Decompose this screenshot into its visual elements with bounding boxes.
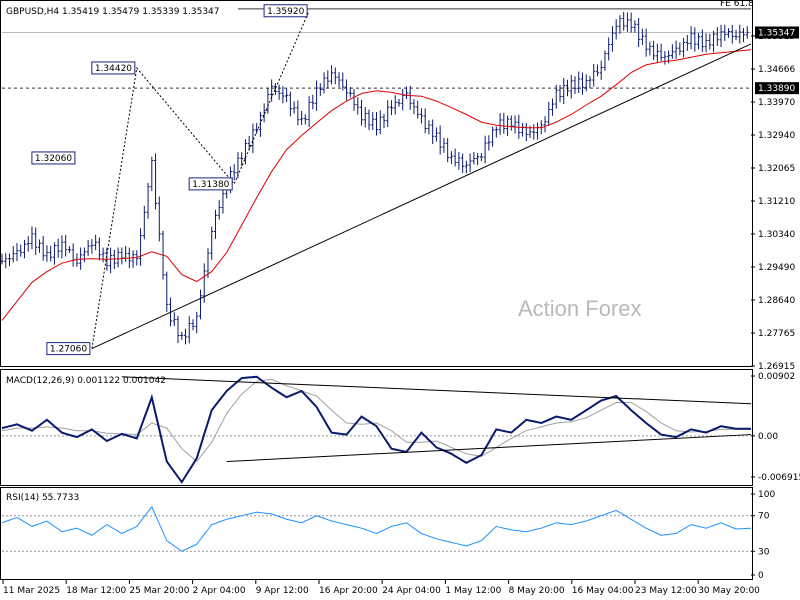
ohlc-values: 1.35419 1.35479 1.35339 1.35347 bbox=[62, 7, 219, 17]
rsi-axis-label: 100 bbox=[758, 490, 775, 500]
swing-label-box bbox=[263, 4, 308, 18]
x-axis-label: 23 May 12:00 bbox=[635, 586, 697, 596]
price-axis-label: 1.32065 bbox=[758, 164, 795, 174]
price-axis-label: 1.30340 bbox=[758, 230, 795, 240]
current-price-label: 1.35347 bbox=[758, 29, 795, 39]
macd-axis-label: -0.006915 bbox=[758, 473, 800, 483]
macd-title: MACD(12,26,9) 0.001122 0.001042 bbox=[6, 376, 166, 386]
price-axis-label: 1.29490 bbox=[758, 263, 795, 273]
swing-label-box bbox=[31, 151, 76, 165]
price-axis-label: 1.33970 bbox=[758, 98, 795, 108]
swing-label: 1.31380 bbox=[192, 180, 229, 190]
current-price-box bbox=[755, 26, 799, 39]
x-axis-label: 24 Apr 04:00 bbox=[382, 586, 441, 596]
projection-path bbox=[91, 10, 310, 349]
rsi-axis-label: 0 bbox=[758, 571, 764, 581]
instrument-title: GBPUSD,H4 1.35419 1.35479 1.35339 1.3534… bbox=[6, 7, 220, 17]
swing-label: 1.34420 bbox=[95, 64, 132, 74]
x-axis-label: 9 Apr 12:00 bbox=[256, 586, 309, 596]
x-axis-label: 18 Mar 12:00 bbox=[66, 586, 126, 596]
macd-axis-label: 0.00 bbox=[758, 432, 778, 442]
level-price-box bbox=[755, 82, 799, 95]
price-axis-label: 1.27765 bbox=[758, 329, 795, 339]
swing-label-box bbox=[46, 342, 91, 356]
x-axis-label: 30 May 20:00 bbox=[698, 586, 760, 596]
price-axis-label: 1.26915 bbox=[758, 362, 795, 372]
level-price-label: 1.33890 bbox=[758, 84, 795, 94]
macd-lower-trendline bbox=[226, 434, 752, 463]
price-axis-label: 1.34666 bbox=[758, 65, 795, 75]
watermark: Action Forex bbox=[518, 296, 642, 321]
x-axis-label: 2 Apr 04:00 bbox=[193, 586, 246, 596]
swing-label: 1.35920 bbox=[267, 7, 304, 17]
price-axis-label: 1.31210 bbox=[758, 197, 795, 207]
swing-label: 1.32060 bbox=[35, 154, 72, 164]
swing-label: 1.27060 bbox=[50, 345, 87, 355]
macd-upper-trendline bbox=[121, 376, 752, 405]
price-axis-label: 1.28640 bbox=[758, 296, 795, 306]
x-axis-label: 11 Mar 2025 bbox=[3, 586, 60, 596]
fe-level-label: FE 61.8 bbox=[720, 0, 754, 9]
macd-signal-line bbox=[1, 378, 751, 463]
macd-line bbox=[1, 375, 751, 484]
x-axis-label: 16 Apr 20:00 bbox=[319, 586, 378, 596]
rsi-title: RSI(14) 55.7733 bbox=[6, 493, 79, 503]
price-axis-label: 1.32940 bbox=[758, 131, 795, 141]
rsi-axis-label: 70 bbox=[758, 512, 770, 522]
instrument-name: GBPUSD,H4 bbox=[6, 7, 59, 17]
x-axis-label: 1 May 12:00 bbox=[445, 586, 501, 596]
moving-average-line bbox=[1, 49, 752, 321]
x-axis-label: 16 May 04:00 bbox=[572, 586, 634, 596]
rsi-line bbox=[1, 505, 752, 552]
swing-label-box bbox=[188, 177, 233, 191]
x-axis-label: 8 May 20:00 bbox=[509, 586, 565, 596]
support-trendline bbox=[91, 43, 752, 350]
x-axis-label: 25 Mar 20:00 bbox=[129, 586, 189, 596]
rsi-axis-label: 30 bbox=[758, 547, 770, 557]
macd-axis-label: 0.00902 bbox=[758, 372, 795, 382]
swing-label-box bbox=[91, 61, 136, 75]
